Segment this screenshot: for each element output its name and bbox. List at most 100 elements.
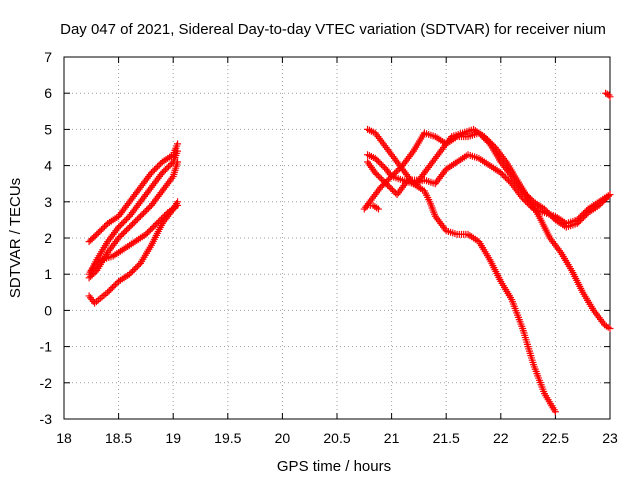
x-tick-label: 19.5: [214, 430, 241, 446]
data-point-marker: [96, 227, 104, 235]
data-point-marker: [384, 176, 392, 184]
series-track-8: [364, 151, 559, 416]
series-track-1: [85, 140, 182, 246]
data-point-marker: [127, 222, 135, 230]
x-tick-label: 20.5: [323, 430, 350, 446]
data-point-marker: [163, 164, 171, 172]
data-point-marker: [115, 223, 123, 231]
y-tick-label: -1: [40, 339, 53, 355]
x-tick-label: 18.5: [105, 430, 132, 446]
data-point-marker: [174, 201, 182, 209]
data-point-marker: [132, 217, 140, 225]
data-point-marker: [101, 223, 109, 231]
data-point-marker: [94, 229, 102, 237]
data-point-marker: [573, 216, 581, 224]
data-point-marker: [387, 184, 395, 192]
y-tick-label: 3: [44, 194, 52, 210]
data-point-marker: [174, 140, 182, 148]
data-point-marker: [94, 260, 102, 268]
data-point-marker: [376, 159, 384, 167]
data-point-marker: [154, 163, 162, 171]
x-tick-label: 22: [493, 430, 509, 446]
data-point-marker: [121, 228, 129, 236]
data-point-marker: [115, 234, 123, 242]
data-point-marker: [147, 226, 155, 234]
data-point-marker: [376, 173, 384, 181]
y-axis-label: SDTVAR / TECUs: [7, 178, 24, 298]
y-tick-label: 1: [44, 266, 52, 282]
series-track-10: [364, 201, 382, 213]
y-tick-label: -3: [40, 411, 53, 427]
data-point-marker: [130, 218, 138, 226]
series-track-9: [364, 125, 614, 332]
data-point-marker: [153, 220, 161, 228]
x-tick-label: 21.5: [433, 430, 460, 446]
data-point-marker: [133, 262, 141, 270]
data-point-marker: [606, 325, 614, 332]
data-point-marker: [488, 140, 496, 148]
data-point-marker: [500, 172, 508, 180]
data-point-marker: [143, 229, 151, 237]
data-point-marker: [482, 134, 490, 142]
data-point-marker: [116, 232, 124, 240]
x-tick-label: 22.5: [542, 430, 569, 446]
y-tick-label: -2: [40, 375, 53, 391]
data-point-marker: [111, 281, 119, 289]
y-tick-label: 6: [44, 85, 52, 101]
y-tick-label: 4: [44, 158, 52, 174]
data-point-marker: [132, 264, 140, 272]
data-point-marker: [108, 284, 116, 292]
data-point-marker: [119, 218, 127, 226]
x-tick-label: 20: [275, 430, 291, 446]
data-point-marker: [126, 223, 134, 231]
data-point-marker: [143, 206, 151, 214]
data-point-marker: [374, 205, 382, 213]
data-point-marker: [379, 162, 387, 170]
data-point-marker: [129, 220, 137, 228]
data-point-marker: [384, 181, 392, 189]
data-point-marker: [377, 161, 385, 169]
data-point-marker: [161, 166, 169, 174]
data-point-marker: [155, 161, 163, 169]
data-markers: [85, 89, 614, 416]
data-point-marker: [129, 267, 137, 275]
x-tick-label: 21: [384, 430, 400, 446]
data-point-marker: [575, 214, 583, 222]
data-point-marker: [602, 89, 610, 97]
y-tick-label: 2: [44, 230, 52, 246]
data-point-marker: [122, 226, 130, 234]
data-point-marker: [118, 220, 126, 228]
data-point-marker: [140, 209, 148, 217]
data-point-marker: [174, 158, 182, 166]
x-tick-label: 19: [165, 430, 181, 446]
data-point-marker: [373, 156, 381, 164]
data-point-marker: [392, 168, 400, 176]
y-tick-labels: -3 -2 -1 0 1 2 3 4 5 6 7: [40, 49, 53, 427]
data-point-marker: [145, 227, 153, 235]
data-point-marker: [89, 265, 97, 273]
data-point-marker: [374, 157, 382, 165]
series-track-11: [602, 89, 614, 101]
data-point-marker: [373, 170, 381, 178]
data-point-marker: [388, 186, 396, 194]
data-point-marker: [487, 139, 495, 147]
data-point-marker: [551, 408, 559, 416]
data-point-marker: [605, 91, 613, 99]
data-point-marker: [579, 210, 587, 218]
data-point-marker: [90, 263, 98, 271]
data-point-marker: [119, 229, 127, 237]
data-point-marker: [92, 262, 100, 270]
data-point-marker: [141, 208, 149, 216]
data-point-marker: [124, 225, 132, 233]
series-track-5: [87, 201, 182, 275]
data-point-marker: [381, 178, 389, 186]
data-point-marker: [135, 261, 143, 269]
data-point-marker: [497, 169, 505, 177]
data-point-marker: [150, 166, 158, 174]
data-point-marker: [116, 222, 124, 230]
data-point-marker: [159, 213, 167, 221]
data-point-marker: [503, 175, 511, 183]
data-point-marker: [122, 215, 130, 223]
data-point-marker: [126, 270, 134, 278]
series-track-2: [85, 147, 182, 278]
